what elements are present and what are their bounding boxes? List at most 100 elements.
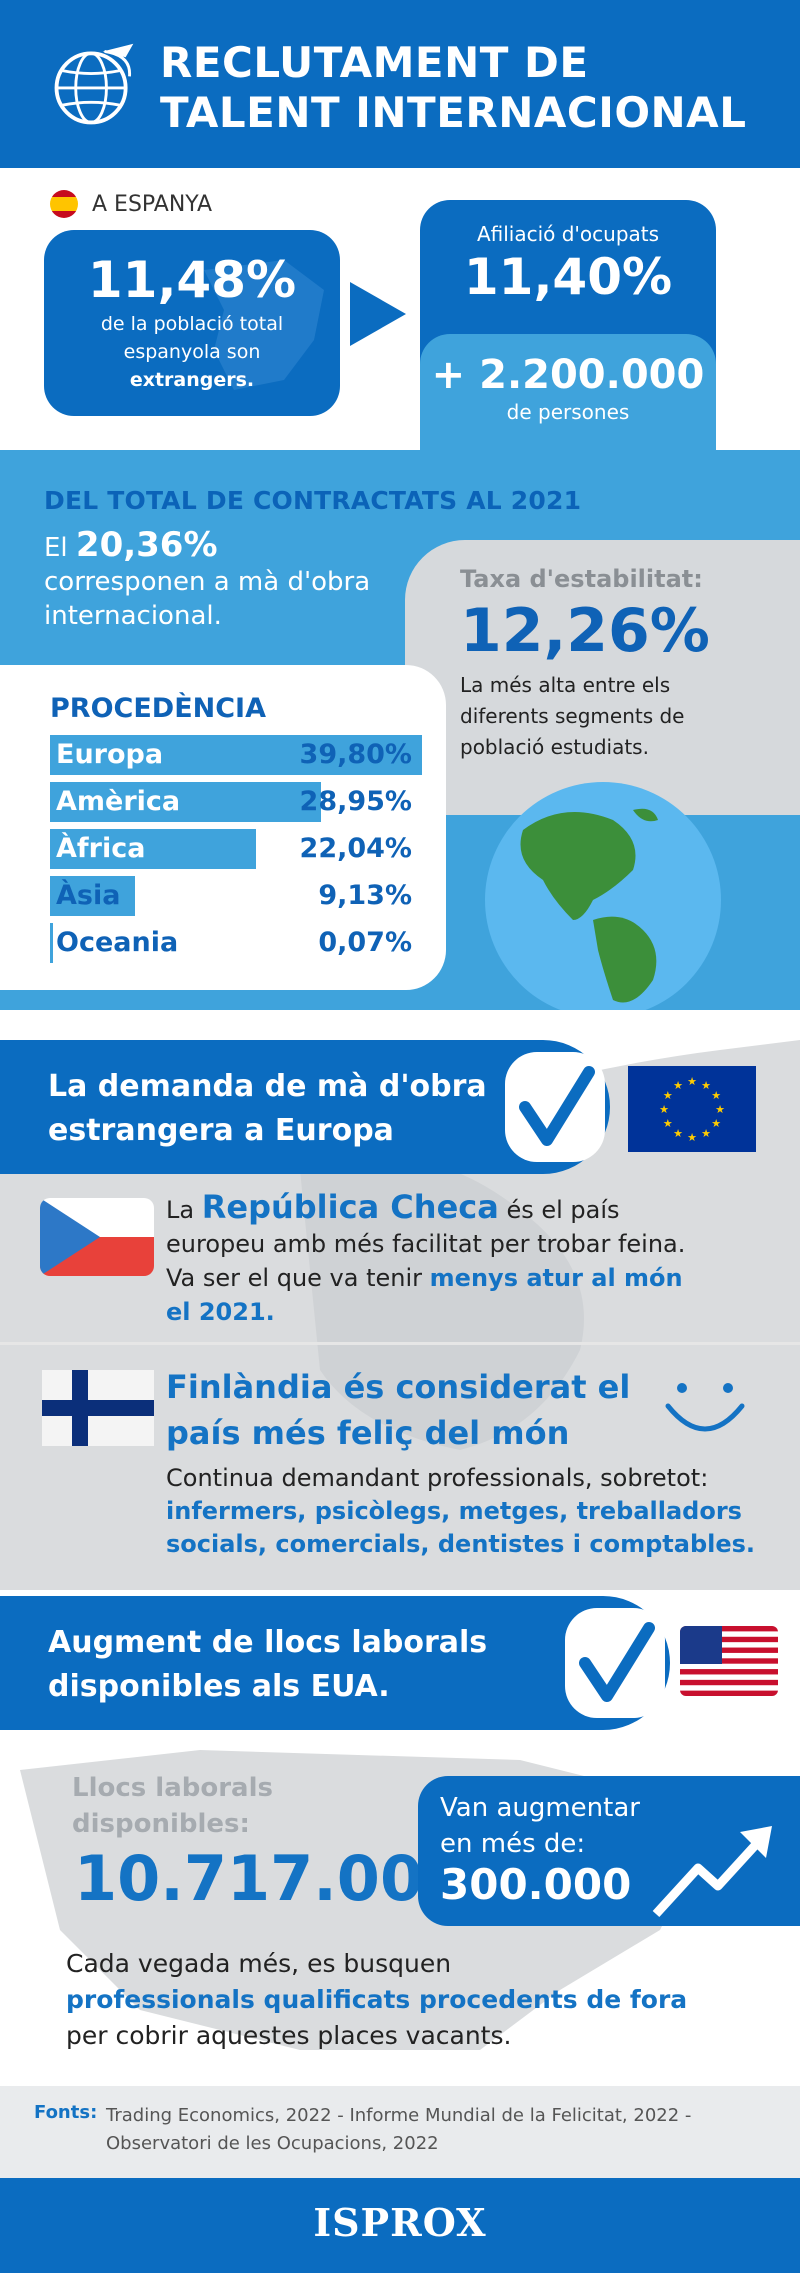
isprox-logo: ISPROX [313, 2200, 487, 2245]
origin-title: PROCEDÈNCIA [50, 693, 266, 724]
europe-map-icon [0, 1040, 800, 1590]
finland-highlight: infermers, psicòlegs, metges, treballado… [166, 1497, 756, 1558]
checkmark-icon [519, 1066, 595, 1146]
check-badge [505, 1052, 605, 1162]
eu-stars-icon: ★★★★★★★★★ ★ ★★ [659, 1075, 725, 1144]
star-icon: ★ [687, 1075, 697, 1088]
czech-name: República Checa [201, 1188, 499, 1226]
foreigners-text: de la població total espanyola son [100, 313, 284, 363]
star-icon: ★ [715, 1103, 725, 1116]
contracts-text: El 20,36% corresponen a mà d'obra intern… [44, 528, 424, 633]
affiliation-pct: 11,40% [463, 248, 673, 306]
czech-mid: és el país europeu amb més facilitat per… [166, 1196, 686, 1292]
origin-name: Àfrica [56, 833, 146, 864]
sources-label: Fonts: [34, 2102, 98, 2123]
contracts-pct: 20,36% [75, 525, 218, 565]
contracts-title: DEL TOTAL DE CONTRACTATS AL 2021 [44, 486, 582, 515]
us-flag-shape [680, 1626, 778, 1696]
origin-value: 22,04% [299, 833, 412, 864]
czech-flag-icon [40, 1198, 154, 1276]
czech-highlight: menys atur al món el 2021. [166, 1264, 683, 1326]
origin-bar [50, 923, 53, 963]
origin-value: 28,95% [299, 786, 412, 817]
usa-text-post: per cobrir aquestes places vacants. [66, 2021, 512, 2050]
sources-bar [0, 2086, 800, 2178]
star-icon: ★ [659, 1103, 669, 1116]
foreigners-pct: 11,48% [87, 251, 297, 309]
usa-banner-text: Augment de llocs laborals disponibles al… [48, 1621, 487, 1709]
us-flag-icon [680, 1626, 778, 1696]
contracts-desc: corresponen a mà d'obra internacional. [44, 567, 371, 631]
spain-map-icon [204, 260, 324, 390]
flag-stripe [680, 1690, 778, 1696]
czech-pre: La [166, 1196, 195, 1224]
usa-banner: Augment de llocs laborals disponibles al… [0, 1596, 670, 1730]
flag-stripe [680, 1636, 778, 1643]
origin-name: Amèrica [56, 786, 181, 817]
flag-stripe [680, 1679, 778, 1686]
spain-label: A ESPANYA [50, 190, 212, 218]
arrow-right-icon [350, 282, 406, 346]
flag-stripe [680, 1669, 778, 1675]
europe-banner-line1: La demanda de mà d'obra [48, 1069, 487, 1104]
jobs-value: 10.717.000 [74, 1842, 467, 1915]
smile-icon [665, 1383, 745, 1432]
origin-bar [50, 829, 256, 869]
finland-title: Finlàndia és considerat el país més feli… [166, 1368, 631, 1452]
eu-flag-icon: ★ ★ ★ ★ ★ ★ ★ ★ ★ ★ ★ ★ [628, 1066, 756, 1152]
origin-row: Àfrica 22,04% [50, 829, 422, 869]
origin-row: Europa 39,80% [50, 735, 422, 775]
origin-name: Oceania [56, 927, 179, 958]
usa-banner-line2: disponibles als EUA. [48, 1669, 390, 1704]
origin-bar [50, 876, 136, 916]
origin-name: Europa [56, 739, 164, 770]
europe-banner-line2: estrangera a Europa [48, 1113, 394, 1148]
origin-row: Àsia 9,13% [50, 876, 422, 916]
trend-up-icon [652, 1826, 772, 1918]
affiliation-label: Afiliació d'ocupats [476, 222, 660, 246]
stability-card: Taxa d'estabilitat: 12,26% La més alta e… [405, 540, 800, 815]
origin-name: Àsia [56, 880, 121, 911]
finland-pre: Continua demandant professionals, sobret… [166, 1464, 709, 1492]
persons-value: + 2.200.000 [431, 352, 705, 398]
stability-value: 12,26% [460, 596, 710, 666]
check-badge [565, 1608, 665, 1718]
persons-box: + 2.200.000 de persones [420, 334, 716, 450]
foreigners-text-bold: extrangers. [129, 369, 255, 391]
star-icon: ★ [701, 1127, 711, 1140]
finland-text: Continua demandant professionals, sobret… [166, 1462, 766, 1561]
star-icon: ★ [663, 1117, 673, 1130]
star-icon: ★ [687, 1131, 697, 1144]
jobs-label: Llocs laborals disponibles: [72, 1773, 273, 1839]
sources-text: Trading Economics, 2022 - Informe Mundia… [106, 2105, 692, 2154]
origin-row: Amèrica 28,95% [50, 782, 422, 822]
origin-bar [50, 782, 321, 822]
increase-value: 300.000 [440, 1860, 632, 1909]
czech-text: La República Checa és el país europeu am… [166, 1190, 686, 1329]
origin-value: 9,13% [318, 880, 412, 911]
contracts-prefix: El [44, 533, 68, 563]
star-icon: ★ [673, 1079, 683, 1092]
spain-label-text: A ESPANYA [92, 191, 213, 217]
earth-globe-icon [485, 782, 721, 1018]
origin-value: 39,80% [299, 739, 412, 770]
usa-text-highlight: professionals qualificats procedents de … [66, 1985, 688, 2014]
increase-label: Van augmentar en més de: [440, 1793, 640, 1859]
flag-stripe [680, 1647, 778, 1653]
persons-label: de persones [506, 400, 630, 424]
star-icon: ★ [701, 1079, 711, 1092]
origin-bar [50, 735, 422, 775]
europe-banner: La demanda de mà d'obra estrangera a Eur… [0, 1040, 610, 1174]
origin-row: Oceania 0,07% [50, 923, 422, 963]
spain-flag-icon [50, 190, 78, 218]
usa-text: Cada vegada més, es busquen professional… [66, 1946, 746, 2054]
checkmark-icon [579, 1622, 655, 1702]
header-banner: RECLUTAMENT DE TALENT INTERNACIONAL [0, 0, 800, 168]
origin-value: 0,07% [318, 927, 412, 958]
foreigners-card: 11,48% de la població total espanyola so… [44, 230, 340, 416]
star-icon: ★ [711, 1117, 721, 1130]
divider [0, 1342, 800, 1345]
globe-plane-icon [54, 43, 134, 125]
origin-card: PROCEDÈNCIA Europa 39,80% Amèrica 28,95% Àfr… [0, 665, 446, 990]
usa-text-pre: Cada vegada més, es busquen [66, 1949, 452, 1978]
